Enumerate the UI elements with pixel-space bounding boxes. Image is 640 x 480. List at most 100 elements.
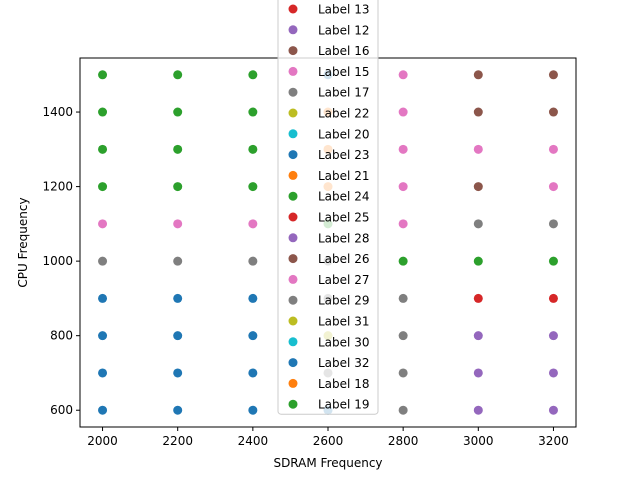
data-point [473, 368, 483, 378]
legend-label: Label 15 [318, 65, 369, 79]
x-tick-label: 2200 [162, 434, 193, 448]
data-point [98, 368, 108, 378]
data-point [473, 219, 483, 229]
y-tick-label: 1000 [42, 254, 73, 268]
data-point [98, 331, 108, 341]
legend-marker [288, 399, 298, 409]
data-point [398, 368, 408, 378]
data-point [173, 70, 183, 80]
data-point [473, 256, 483, 266]
legend-marker [288, 337, 298, 347]
data-point [248, 144, 258, 154]
data-point [173, 405, 183, 415]
data-point [98, 293, 108, 303]
data-point [473, 107, 483, 117]
legend-label: Label 22 [318, 107, 369, 121]
legend-label: Label 16 [318, 44, 369, 58]
data-point [473, 144, 483, 154]
data-point [548, 219, 558, 229]
data-point [173, 293, 183, 303]
legend-label: Label 26 [318, 252, 369, 266]
data-point [548, 293, 558, 303]
legend-label: Label 32 [318, 356, 369, 370]
data-point [98, 256, 108, 266]
legend-marker [288, 233, 298, 243]
data-point [548, 331, 558, 341]
data-point [173, 331, 183, 341]
legend-marker [288, 129, 298, 139]
data-point [173, 256, 183, 266]
y-tick-label: 1200 [42, 180, 73, 194]
data-point [398, 70, 408, 80]
data-point [98, 107, 108, 117]
axes: 2000 2200 2400 2600 2800 3000 3200 600 800 1000 12… [16, 57, 577, 470]
legend-marker [288, 25, 298, 35]
x-tick-label: 3000 [463, 434, 494, 448]
data-point [398, 219, 408, 229]
legend: Label 13 Label 12 Label 16 Label 15 Label 17… [277, 0, 379, 415]
y-tick-label: 1400 [42, 105, 73, 119]
legend-marker [288, 170, 298, 180]
legend-label: Label 21 [318, 169, 369, 183]
y-axis-label: CPU Frequency [16, 197, 30, 287]
data-point [548, 256, 558, 266]
x-tick-label: 2000 [87, 434, 118, 448]
data-point [173, 219, 183, 229]
legend-marker [288, 295, 298, 305]
data-point [98, 405, 108, 415]
legend-marker [288, 87, 298, 97]
legend-box [277, 0, 379, 415]
data-point [248, 182, 258, 192]
legend-label: Label 18 [318, 377, 369, 391]
legend-marker [288, 108, 298, 118]
legend-marker [288, 150, 298, 160]
legend-marker [288, 66, 298, 76]
x-tick-label: 3200 [538, 434, 569, 448]
data-point [398, 405, 408, 415]
data-point [548, 144, 558, 154]
data-point [173, 144, 183, 154]
legend-marker [288, 254, 298, 264]
data-point [248, 256, 258, 266]
x-tick-label: 2400 [238, 434, 269, 448]
legend-label: Label 25 [318, 211, 369, 225]
legend-label: Label 30 [318, 335, 369, 349]
data-point [98, 70, 108, 80]
data-point [398, 182, 408, 192]
legend-label: Label 24 [318, 190, 369, 204]
data-point [473, 70, 483, 80]
legend-label: Label 17 [318, 86, 369, 100]
legend-label: Label 12 [318, 23, 369, 37]
data-point [473, 182, 483, 192]
legend-label: Label 27 [318, 273, 369, 287]
data-point [398, 256, 408, 266]
data-point [473, 405, 483, 415]
legend-label: Label 28 [318, 231, 369, 245]
data-point [173, 368, 183, 378]
x-tick-label: 2800 [388, 434, 419, 448]
legend-marker [288, 4, 298, 14]
data-point [248, 107, 258, 117]
data-point [98, 219, 108, 229]
y-tick-label: 800 [50, 329, 73, 343]
data-point [548, 107, 558, 117]
data-point [398, 107, 408, 117]
data-point [398, 293, 408, 303]
data-point [248, 293, 258, 303]
y-tick-label: 600 [50, 403, 73, 417]
legend-label: Label 31 [318, 315, 369, 329]
legend-marker [288, 191, 298, 201]
data-point [548, 182, 558, 192]
data-point [473, 331, 483, 341]
data-point [398, 144, 408, 154]
legend-marker [288, 46, 298, 56]
data-point [473, 293, 483, 303]
legend-label: Label 13 [318, 3, 369, 17]
data-point [248, 405, 258, 415]
data-point [548, 70, 558, 80]
legend-marker [288, 358, 298, 368]
legend-label: Label 29 [318, 294, 369, 308]
legend-label: Label 19 [318, 398, 369, 412]
data-point [548, 405, 558, 415]
